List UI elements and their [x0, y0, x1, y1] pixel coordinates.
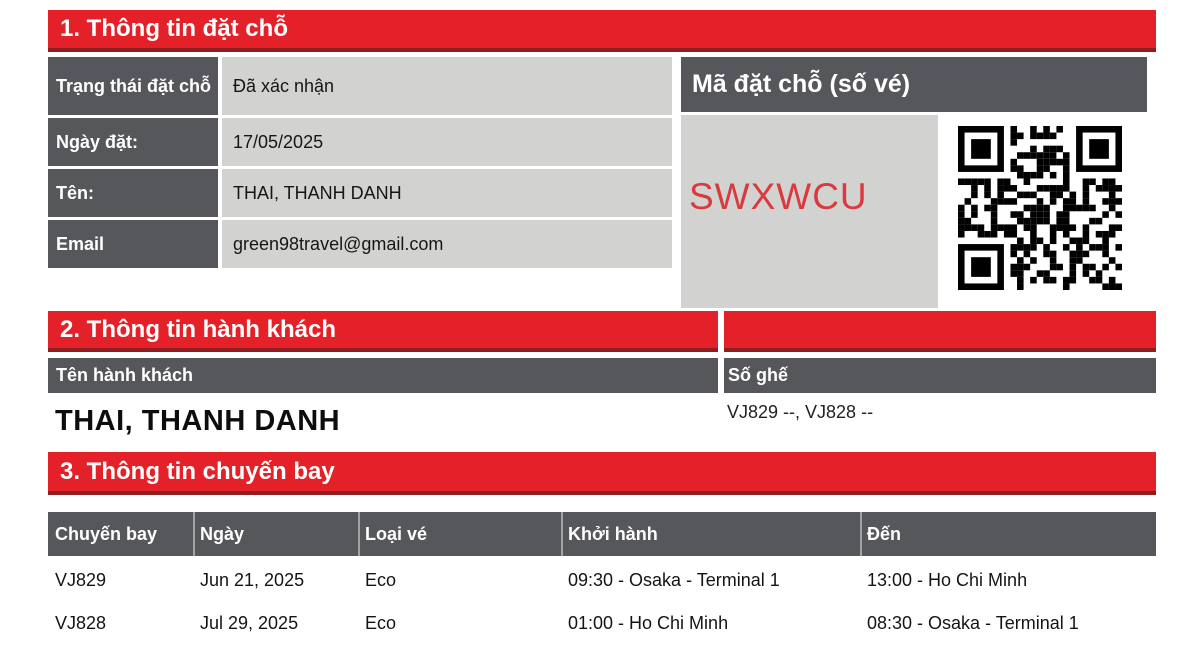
- field-label-name: Tên:: [48, 169, 218, 217]
- flight-row-2: VJ828 Jul 29, 2025 Eco 01:00 - Ho Chi Mi…: [48, 601, 1156, 645]
- column-header-departure: Khởi hành: [568, 523, 658, 544]
- flight-table-header: Chuyến bay Ngày Loại vé Khởi hành Đến: [48, 512, 1156, 556]
- field-value-booking-date: 17/05/2025: [222, 118, 672, 166]
- field-label-email: Email: [48, 220, 218, 268]
- section3-title: 3. Thông tin chuyến bay: [60, 457, 335, 485]
- field-value-booking-status: Đã xác nhận: [222, 57, 672, 115]
- booking-code-cell: [681, 115, 938, 308]
- field-value-email: green98travel@gmail.com: [222, 220, 672, 268]
- flight-fare: Eco: [365, 569, 397, 590]
- field-label-booking-status: Trạng thái đặt chỗ: [48, 57, 218, 115]
- field-label-booking-date: Ngày đặt:: [48, 118, 218, 166]
- passenger-name: THAI, THANH DANH: [55, 405, 341, 437]
- section2-header: 2. Thông tin hành khách: [48, 311, 1156, 352]
- column-header-flight: Chuyến bay: [55, 523, 158, 544]
- qr-code: [958, 126, 1122, 290]
- booking-code-header: Mã đặt chỗ (số vé): [681, 57, 1147, 112]
- flight-arrival: 08:30 - Osaka - Terminal 1: [867, 612, 1079, 633]
- flight-departure: 09:30 - Osaka - Terminal 1: [568, 569, 780, 590]
- seat-column-header: Số ghế: [724, 358, 1156, 393]
- section2-title: 2. Thông tin hành khách: [60, 315, 336, 343]
- column-separator: [193, 512, 195, 556]
- flight-date: Jul 29, 2025: [200, 612, 299, 633]
- flight-fare: Eco: [365, 612, 397, 633]
- section1-title: 1. Thông tin đặt chỗ: [60, 15, 288, 42]
- section2-vertical-divider: [718, 311, 724, 393]
- section1-header: 1. Thông tin đặt chỗ: [48, 10, 1156, 52]
- flight-date: Jun 21, 2025: [200, 569, 305, 590]
- column-header-fare: Loại vé: [365, 523, 428, 544]
- flight-arrival: 13:00 - Ho Chi Minh: [867, 569, 1028, 590]
- field-value-name: THAI, THANH DANH: [222, 169, 672, 217]
- column-header-arrival: Đến: [867, 523, 902, 544]
- flight-number: VJ828: [55, 612, 107, 633]
- booking-code: SWXWCU: [689, 176, 868, 217]
- qr-code-container: [958, 126, 1122, 290]
- section3-header: 3. Thông tin chuyến bay: [48, 452, 1156, 495]
- flight-departure: 01:00 - Ho Chi Minh: [568, 612, 729, 633]
- passenger-seats: VJ829 --, VJ828 --: [727, 402, 874, 422]
- column-separator: [358, 512, 360, 556]
- column-separator: [561, 512, 563, 556]
- passenger-name-column-header: Tên hành khách: [48, 358, 718, 393]
- flight-row-1: VJ829 Jun 21, 2025 Eco 09:30 - Osaka - T…: [48, 558, 1156, 602]
- flight-number: VJ829: [55, 569, 107, 590]
- column-header-date: Ngày: [200, 523, 245, 544]
- column-separator: [860, 512, 862, 556]
